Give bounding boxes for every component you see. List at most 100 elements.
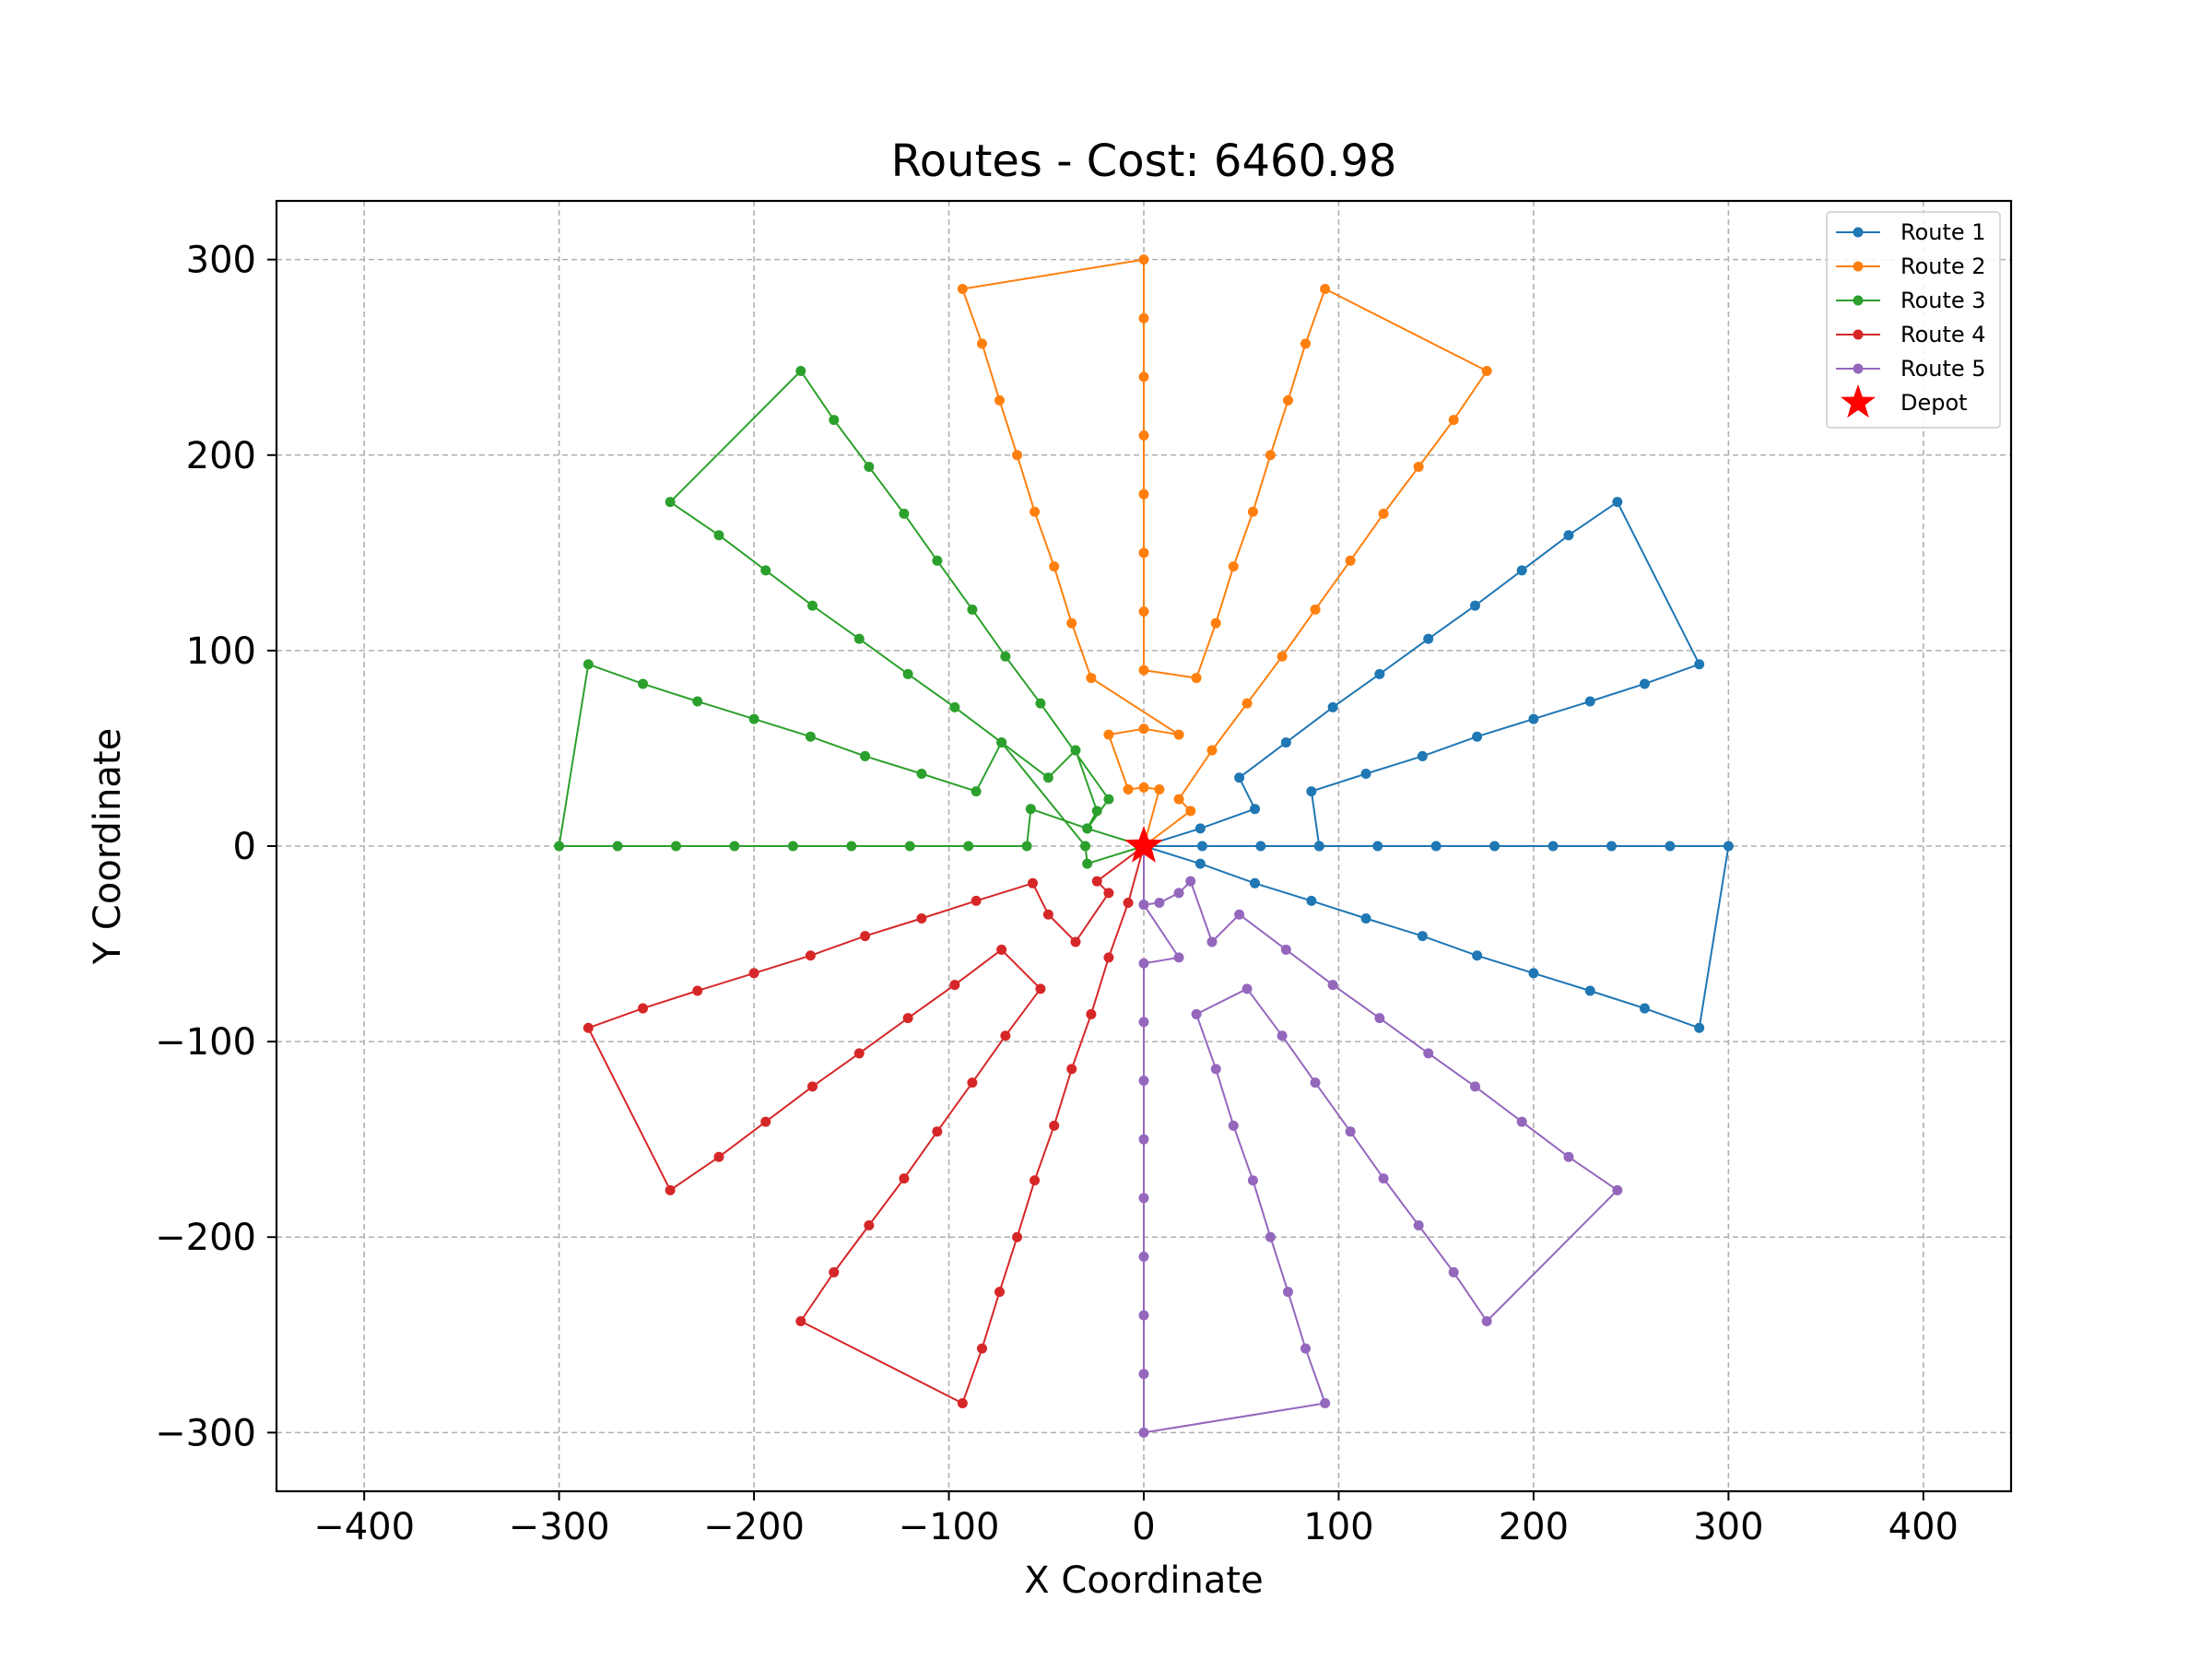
route-2-point [1320, 283, 1331, 294]
x-tick-label: 0 [1132, 1506, 1155, 1548]
route-5-point [1191, 1008, 1202, 1019]
legend-label: Route 1 [1900, 219, 1986, 245]
route-3-point [1000, 651, 1011, 662]
y-tick-label: 300 [186, 240, 256, 282]
route-5-point [1185, 876, 1196, 887]
route-1-point [1417, 750, 1428, 761]
route-3-point [1082, 823, 1093, 834]
route-3-point [860, 750, 871, 761]
route-2-point [1066, 618, 1077, 629]
route-1-point [1430, 841, 1441, 852]
legend-marker [1853, 329, 1864, 340]
route-1-point [1547, 841, 1559, 852]
route-5-point [1378, 1173, 1389, 1184]
route-1-point [1250, 877, 1261, 888]
route-3-point [787, 841, 798, 852]
route-3-point [1025, 804, 1036, 815]
route-4-point [916, 912, 927, 924]
route-5-point [1206, 936, 1218, 947]
route-4-point [860, 931, 871, 942]
route-4-point [1070, 936, 1081, 947]
x-tick-label: 100 [1303, 1506, 1373, 1548]
route-1-point [1469, 600, 1480, 611]
axis-ticks: −400 −300 −200 −100 0 100 200 300 400 −300 −200 −10… [155, 240, 1959, 1548]
route-2-point [1138, 547, 1149, 559]
route-5-point [1241, 983, 1253, 994]
legend-label: Route 2 [1900, 253, 1986, 279]
route-5-point [1300, 1343, 1312, 1354]
route-4-point [692, 985, 703, 996]
route-2-point [1012, 450, 1023, 461]
legend-marker [1853, 363, 1864, 374]
route-2-point [1448, 415, 1459, 426]
route-5-point [1563, 1151, 1574, 1162]
route-2-point [1173, 729, 1184, 740]
route-4-point [1030, 1175, 1041, 1186]
route-2-point [1154, 783, 1165, 794]
route-1-point [1584, 696, 1595, 707]
x-tick-label: 300 [1693, 1506, 1763, 1548]
route-5-point [1138, 1076, 1149, 1087]
x-tick-label: 200 [1499, 1506, 1569, 1548]
route-5-point [1277, 1030, 1288, 1041]
route-4-point [1123, 898, 1134, 909]
route-4-point [1027, 877, 1038, 888]
route-1-point [1327, 701, 1338, 712]
route-2-point [1138, 312, 1149, 324]
route-1-point [1306, 786, 1317, 797]
route-5-point [1234, 909, 1245, 920]
route-2-point [1282, 394, 1293, 406]
legend: Route 1 Route 2 Route 3 Route 4 Route 5 Depot [1826, 211, 2001, 429]
route-5-point [1138, 1251, 1149, 1262]
route-4-point [932, 1126, 943, 1137]
route-2-point [1138, 430, 1149, 441]
route-4-point [967, 1077, 978, 1088]
route-5-point [1423, 1048, 1434, 1059]
route-5-point [1310, 1077, 1321, 1088]
route-3-point [805, 731, 816, 742]
depot-star [1124, 826, 1163, 863]
route-2-point [1173, 794, 1184, 805]
y-tick-label: 0 [233, 826, 256, 868]
route-4-point [829, 1266, 840, 1277]
legend-label: Route 4 [1900, 322, 1986, 347]
route-1-point [1194, 823, 1206, 834]
route-2-point [1086, 673, 1097, 684]
route-3-point [902, 668, 913, 679]
route-2-point [1345, 555, 1356, 566]
route-5-point [1138, 1134, 1149, 1145]
route-1-point [1472, 950, 1483, 961]
y-tick-label: −100 [155, 1021, 256, 1064]
y-axis-label: Y Coordinate [87, 728, 129, 965]
x-tick-label: 400 [1888, 1506, 1959, 1548]
route-3-point [1082, 858, 1093, 869]
route-3-point [904, 841, 915, 852]
route-1-point [1528, 713, 1539, 724]
route-5-point [1154, 898, 1165, 909]
route-5-point [1516, 1116, 1527, 1127]
route-1-point [1665, 841, 1676, 852]
route-5-point [1138, 1310, 1149, 1321]
route-1-point [1313, 841, 1324, 852]
route-1-point [1639, 678, 1650, 689]
x-tick-label: −400 [313, 1506, 415, 1548]
route-2-point [1310, 604, 1321, 615]
route-4-group [582, 841, 1149, 1409]
route-5-point [1138, 900, 1149, 911]
route-5-point [1138, 1369, 1149, 1380]
route-3-point [670, 841, 681, 852]
route-3-point [1103, 794, 1114, 805]
route-2-point [1191, 673, 1202, 684]
route-5-point [1138, 1193, 1149, 1204]
legend-marker [1853, 227, 1864, 238]
route-4-point [807, 1081, 818, 1092]
route-4-point [665, 1184, 676, 1195]
route-4-point [853, 1048, 865, 1059]
route-4-point [994, 1287, 1006, 1298]
y-tick-label: −300 [155, 1412, 256, 1454]
route-4-point [976, 1343, 987, 1354]
route-3-point [554, 841, 565, 852]
route-2-point [1206, 745, 1218, 756]
route-2-point [1247, 506, 1258, 517]
route-5-point [1247, 1175, 1258, 1186]
